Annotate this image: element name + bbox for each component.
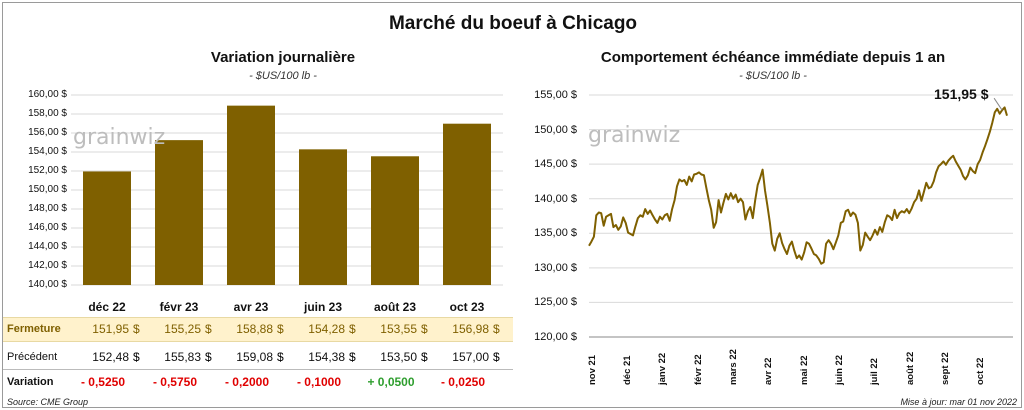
precedent-dollar: $ <box>277 350 284 364</box>
fermeture-dollar: $ <box>421 322 428 336</box>
precedent-value: 153,50 <box>380 350 417 364</box>
right-x-tick-label: mai 22 <box>798 355 810 385</box>
variation-value: - 0,2000 <box>224 375 270 389</box>
left-x-category: oct 23 <box>449 300 485 314</box>
bar-4 <box>371 156 419 285</box>
left-y-tick-label: 150,00 $ <box>28 184 67 195</box>
bar-3 <box>299 149 347 285</box>
fermeture-value: 153,55 <box>380 322 417 336</box>
right-x-tick-label: juin 22 <box>833 354 845 385</box>
left-x-category: août 23 <box>373 300 416 314</box>
price-line <box>588 106 1008 265</box>
right-watermark: grainwiz <box>588 123 681 148</box>
left-y-tick-label: 160,00 $ <box>28 89 67 100</box>
fermeture-dollar: $ <box>133 322 140 336</box>
bar-5 <box>443 123 491 285</box>
right-x-tick-label: sept 22 <box>939 352 951 385</box>
right-y-tick-label: 125,00 $ <box>534 296 577 309</box>
right-x-tick-label: mars 22 <box>727 349 739 385</box>
variation-value: - 0,1000 <box>296 375 342 389</box>
precedent-value: 157,00 <box>452 350 489 364</box>
fermeture-row <box>3 317 513 342</box>
precedent-value: 152,48 <box>92 350 129 364</box>
main-title: Marché du boeuf à Chicago <box>388 13 638 34</box>
right-y-tick-label: 120,00 $ <box>534 331 577 343</box>
right-x-tick-label: déc 21 <box>621 355 633 385</box>
precedent-value: 155,83 <box>164 350 201 364</box>
right-x-tick-label: oct 22 <box>975 357 987 385</box>
right-panel-title: Comportement échéance immédiate depuis 1… <box>600 49 946 66</box>
right-x-tick-label: nov 21 <box>586 354 598 385</box>
left-watermark: grainwiz <box>73 125 166 150</box>
variation-value: + 0,0500 <box>367 375 415 389</box>
precedent-dollar: $ <box>133 350 140 364</box>
fermeture-label: Fermeture <box>7 323 61 335</box>
left-y-tick-label: 152,00 $ <box>28 165 67 176</box>
left-panel-unit: - $US/100 lb - <box>249 70 317 82</box>
fermeture-value: 154,28 <box>308 322 345 336</box>
left-y-tick-label: 148,00 $ <box>28 203 67 214</box>
right-y-tick-label: 150,00 $ <box>534 123 577 136</box>
left-y-tick-label: 158,00 $ <box>28 108 67 119</box>
right-x-tick-label: août 22 <box>904 351 916 385</box>
fermeture-value: 156,98 <box>452 322 489 336</box>
precedent-value: 159,08 <box>236 350 273 364</box>
right-panel-unit: - $US/100 lb - <box>739 70 807 82</box>
left-panel-title: Variation journalière <box>210 49 356 66</box>
left-x-category: avr 23 <box>233 300 269 314</box>
update-note: Mise à jour: mar 01 nov 2022 <box>900 397 1017 407</box>
fermeture-dollar: $ <box>277 322 284 336</box>
fermeture-value: 151,95 <box>92 322 129 336</box>
fermeture-dollar: $ <box>349 322 356 336</box>
precedent-value: 154,38 <box>308 350 345 364</box>
right-x-tick-label: févr 22 <box>692 354 704 385</box>
variation-label: Variation <box>7 376 54 388</box>
precedent-dollar: $ <box>349 350 356 364</box>
bar-1 <box>155 140 203 285</box>
variation-value: - 0,5750 <box>152 375 198 389</box>
fermeture-dollar: $ <box>493 322 500 336</box>
left-y-tick-label: 144,00 $ <box>28 241 67 252</box>
variation-value: - 0,5250 <box>80 375 126 389</box>
right-x-tick-label: juil 22 <box>869 358 881 385</box>
left-y-tick-label: 146,00 $ <box>28 222 67 233</box>
last-price-leader <box>993 97 1003 111</box>
right-x-tick-label: avr 22 <box>763 357 775 385</box>
last-price-label: 151,95 $ <box>934 86 989 102</box>
left-y-tick-label: 142,00 $ <box>28 260 67 271</box>
right-line-chart <box>588 94 1013 338</box>
precedent-label: Précédent <box>7 351 58 363</box>
right-y-tick-label: 140,00 $ <box>534 192 577 205</box>
fermeture-value: 155,25 <box>164 322 201 336</box>
fermeture-value: 158,88 <box>236 322 273 336</box>
left-y-tick-label: 154,00 $ <box>28 146 67 157</box>
right-x-tick-label: janv 22 <box>657 352 669 385</box>
right-y-tick-label: 145,00 $ <box>534 158 577 171</box>
right-y-tick-label: 135,00 $ <box>534 227 577 240</box>
left-y-tick-label: 156,00 $ <box>28 127 67 138</box>
precedent-dollar: $ <box>493 350 500 364</box>
variation-value: - 0,0250 <box>440 375 486 389</box>
table-divider <box>3 369 513 370</box>
left-x-category: juin 23 <box>303 300 342 314</box>
right-y-tick-label: 155,00 $ <box>534 89 577 101</box>
right-y-tick-label: 130,00 $ <box>534 261 577 274</box>
bar-2 <box>227 105 275 285</box>
precedent-dollar: $ <box>421 350 428 364</box>
left-x-category: déc 22 <box>88 300 126 314</box>
source-note: Source: CME Group <box>7 397 89 407</box>
left-bar-chart <box>71 94 503 286</box>
left-y-tick-label: 140,00 $ <box>28 279 67 290</box>
precedent-dollar: $ <box>205 350 212 364</box>
fermeture-dollar: $ <box>205 322 212 336</box>
left-x-category: févr 23 <box>159 300 199 314</box>
bar-0 <box>83 171 131 285</box>
